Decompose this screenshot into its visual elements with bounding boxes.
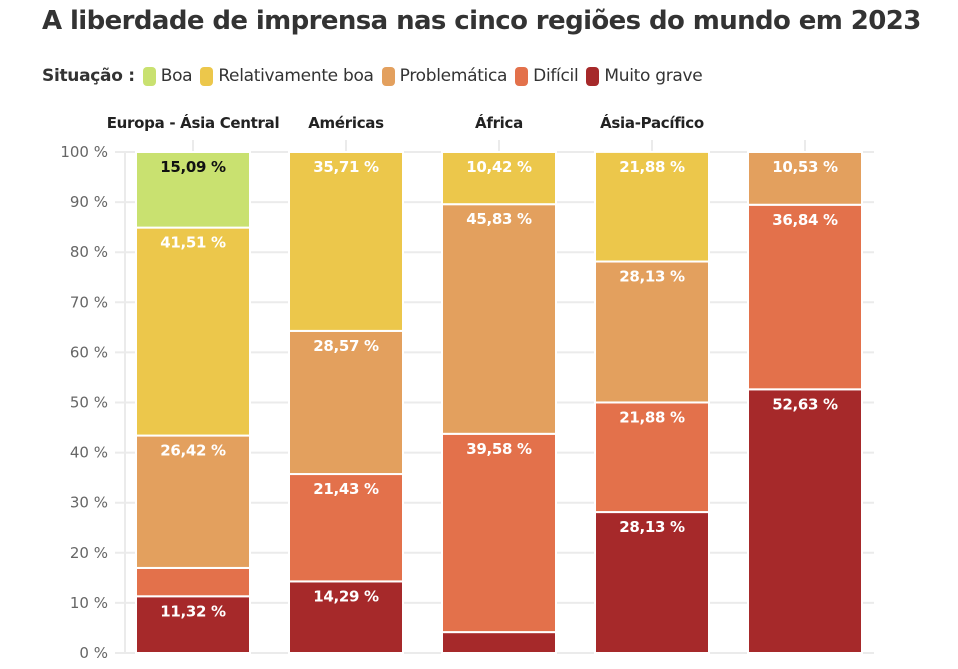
category-label: Ásia-Pacífico — [600, 114, 704, 132]
category-label: Europa - Ásia Central — [106, 114, 280, 132]
bar-segment — [288, 151, 404, 332]
y-tick-label: 10 % — [70, 594, 108, 612]
bar-segment — [441, 151, 557, 206]
y-tick-label: 80 % — [70, 243, 108, 261]
data-label: 28,57 % — [313, 337, 379, 355]
bar-segment — [288, 580, 404, 655]
data-label: 15,09 % — [160, 158, 226, 176]
bar-segment — [747, 388, 863, 654]
data-label: 11,32 % — [160, 602, 226, 620]
bar-segment — [594, 150, 710, 263]
bar-segment — [135, 434, 251, 569]
legend-swatch — [381, 66, 395, 86]
category-label: África — [475, 114, 523, 132]
bar-segment — [441, 203, 557, 435]
data-label: 21,43 % — [313, 480, 379, 498]
data-label: 35,71 % — [313, 158, 379, 176]
data-label: 14,29 % — [313, 587, 379, 605]
data-label: 10,42 % — [466, 158, 532, 176]
bar-segment — [288, 329, 404, 476]
data-label: 28,13 % — [619, 518, 685, 536]
data-label: 41,51 % — [160, 234, 226, 252]
bar-segment — [594, 511, 710, 655]
legend-swatch — [586, 66, 600, 86]
y-tick-label: 0 % — [79, 644, 108, 662]
bar-segment — [135, 226, 251, 437]
legend-item-muito-grave[interactable]: Muito grave — [586, 66, 703, 86]
y-tick-label: 90 % — [70, 193, 108, 211]
data-label: 21,88 % — [619, 158, 685, 176]
legend-label: Problemática — [399, 66, 508, 86]
chart-title: A liberdade de imprensa nas cinco regiõe… — [42, 6, 921, 36]
y-tick-label: 30 % — [70, 494, 108, 512]
bar-segment — [135, 595, 251, 655]
bar-segment — [441, 631, 557, 654]
y-tick-label: 50 % — [70, 394, 108, 412]
bar-segment — [135, 566, 251, 598]
legend-item-boa[interactable]: Boa — [142, 66, 193, 86]
bar-segment — [441, 432, 557, 634]
legend-label: Muito grave — [604, 66, 703, 86]
data-label: 52,63 % — [772, 395, 838, 413]
legend-label: Relativamente boa — [218, 66, 374, 86]
y-tick-label: 40 % — [70, 444, 108, 462]
y-tick-label: 70 % — [70, 293, 108, 311]
data-label: 21,88 % — [619, 408, 685, 426]
legend-swatch — [142, 66, 156, 86]
legend-label: Boa — [160, 66, 193, 86]
legend-label: Difícil — [533, 66, 579, 86]
y-tick-label: 100 % — [60, 143, 108, 161]
data-label: 36,84 % — [772, 211, 838, 229]
legend-title: Situação : — [42, 66, 135, 86]
legend: Situação : Boa Relativamente boa Problem… — [42, 66, 710, 86]
data-label: 28,13 % — [619, 268, 685, 286]
bar-segment — [747, 203, 863, 391]
category-label: Américas — [308, 114, 384, 132]
y-tick-label: 20 % — [70, 544, 108, 562]
legend-item-problematica[interactable]: Problemática — [381, 66, 508, 86]
bar-segment — [135, 151, 251, 229]
data-label: 10,53 % — [772, 158, 838, 176]
legend-swatch — [200, 66, 214, 86]
legend-swatch — [515, 66, 529, 86]
y-tick-label: 60 % — [70, 343, 108, 361]
bar-segment — [747, 151, 863, 206]
bar-segment — [288, 473, 404, 583]
bar-segment — [594, 260, 710, 404]
data-label: 26,42 % — [160, 442, 226, 460]
legend-item-dificil[interactable]: Difícil — [515, 66, 579, 86]
data-label: 39,58 % — [466, 440, 532, 458]
data-label: 45,83 % — [466, 210, 532, 228]
legend-item-relativamente-boa[interactable]: Relativamente boa — [200, 66, 374, 86]
